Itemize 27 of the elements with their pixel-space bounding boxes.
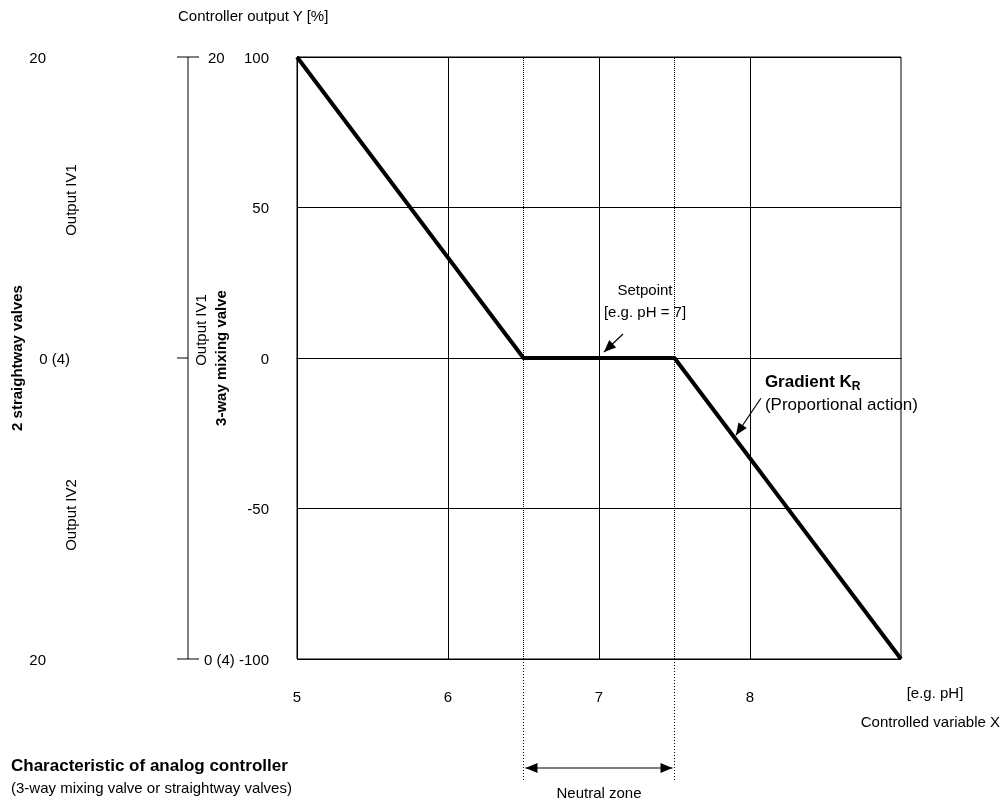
x-axis-title: Controlled variable X [860,713,1000,730]
y-tick-label: 100 [243,48,269,66]
x-tick-label: 7 [594,688,604,705]
annotation: Setpoint [e.g. pH = 7] [603,280,687,320]
text: 20 [29,650,46,668]
text: 20 [208,48,225,66]
x-tick-label: 8 [745,688,755,705]
text: Characteristic of analog controller [11,756,289,775]
text: Output IV1 [191,294,209,366]
text: 2 straightway valves [7,285,25,431]
y-tick-label: -50 [247,500,269,517]
annotation: (Proportional action) [764,395,918,415]
y-tick-label: -100 [238,650,269,668]
x-tick-label: 5 [292,688,302,705]
text: Output IV2 [61,479,79,551]
text: 20 [29,48,46,66]
text: 3-way mixing valve [211,290,229,426]
y-tick-label: 50 [252,199,269,216]
text: [e.g. pH] [906,684,964,701]
x-tick-label: 6 [443,688,453,705]
text: 0 (4) [204,650,235,668]
text: 0 (4) [39,349,70,367]
text: (3-way mixing valve or straightway valves) [11,779,292,796]
y-tick-label: 0 [260,349,269,367]
text: Neutral zone [556,784,642,801]
y-axis-title: Controller output Y [%] [178,7,329,24]
text: Output IV1 [61,164,79,236]
